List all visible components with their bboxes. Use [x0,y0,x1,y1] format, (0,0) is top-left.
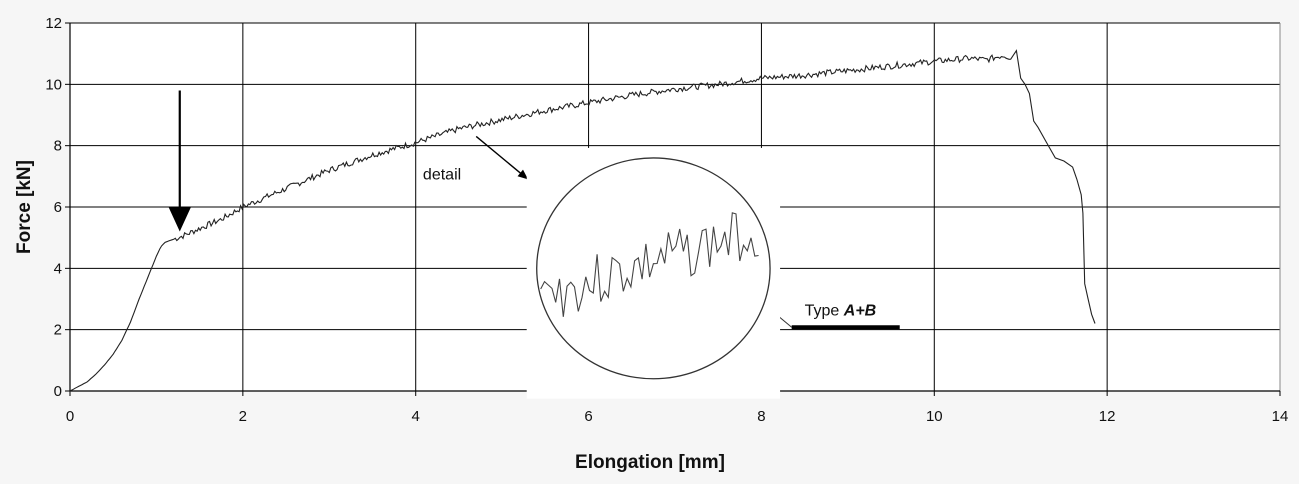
annotations: detail Type A+B [168,90,900,399]
detail-arrow-shaft [475,135,529,180]
detail-label: detail [423,166,461,183]
legend-label: Type A+B [805,303,877,320]
y-tick-label: 12 [45,15,62,32]
y-tick-label: 8 [54,138,62,155]
zoom-circle [536,157,771,380]
y-tick-label: 2 [54,322,62,339]
x-tick-label: 8 [757,408,765,425]
y-axis-title: Force [kN] [14,160,35,254]
x-tick-label: 2 [239,408,247,425]
y-tick-label: 4 [54,260,62,277]
x-tick-label: 4 [412,408,420,425]
y-tick-label: 0 [54,383,62,400]
series-line [69,49,1096,392]
y-tick-label: 10 [45,76,62,93]
x-tick-label: 14 [1272,408,1289,425]
series-layer [69,49,1096,392]
x-tick-label: 6 [584,408,592,425]
zoom-detail-signal [540,212,759,317]
detail-arrow-head [517,169,529,180]
x-tick-label: 10 [926,408,943,425]
x-tick-label: 12 [1099,408,1116,425]
y-tick-label: 6 [54,199,62,216]
tick-labels: 0 2 4 6 8 10 12 14 0 2 4 6 8 10 12 [45,15,1288,425]
x-axis-title: Elongation [mm] [575,452,725,473]
down-arrow-head [168,207,191,232]
legend-label-bold: A+B [843,303,876,320]
x-tick-label: 0 [66,408,74,425]
legend-label-plain: Type [805,303,844,320]
grid [70,22,1281,391]
